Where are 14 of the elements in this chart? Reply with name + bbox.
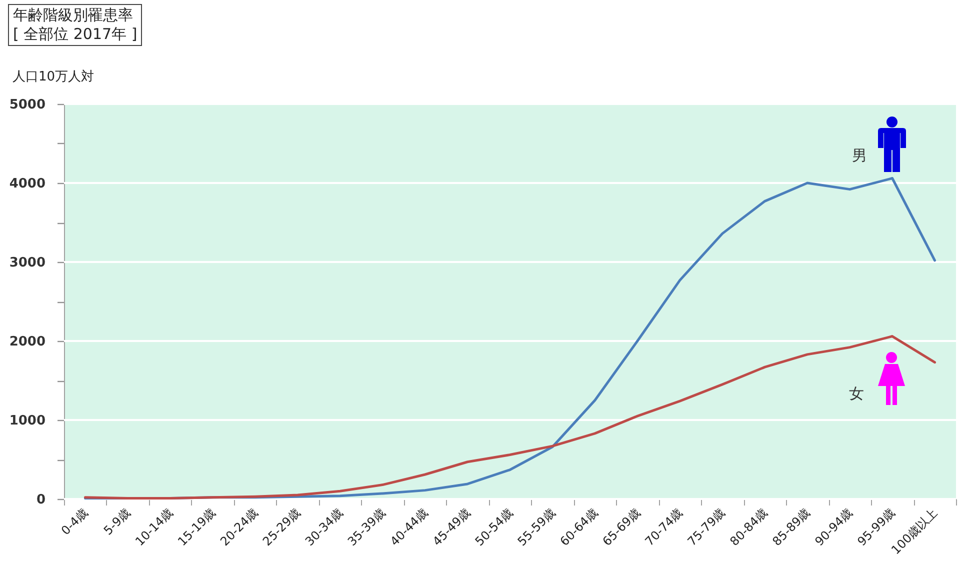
y-tick-label: 5000 bbox=[9, 98, 46, 112]
x-tick-label: 5-9歳 bbox=[100, 506, 134, 538]
y-tick-label: 3000 bbox=[9, 256, 46, 270]
series-label: 男 bbox=[852, 146, 867, 164]
line-series bbox=[84, 335, 936, 500]
y-tick-label: 0 bbox=[36, 492, 46, 508]
y-tick-label: 4000 bbox=[9, 176, 46, 192]
x-tick-label: 0-4歳 bbox=[58, 506, 91, 538]
chart-title: 年齢階級別罹患率 bbox=[13, 6, 134, 25]
text: 女 bbox=[848, 384, 864, 402]
y-axis-title: 人口10万人対 bbox=[12, 68, 94, 84]
y-tick-label: 1000 bbox=[9, 414, 46, 428]
chart-subtitle: [ 全部位 2017年 ] bbox=[13, 25, 138, 44]
y-tick-label: 2000 bbox=[9, 334, 46, 350]
